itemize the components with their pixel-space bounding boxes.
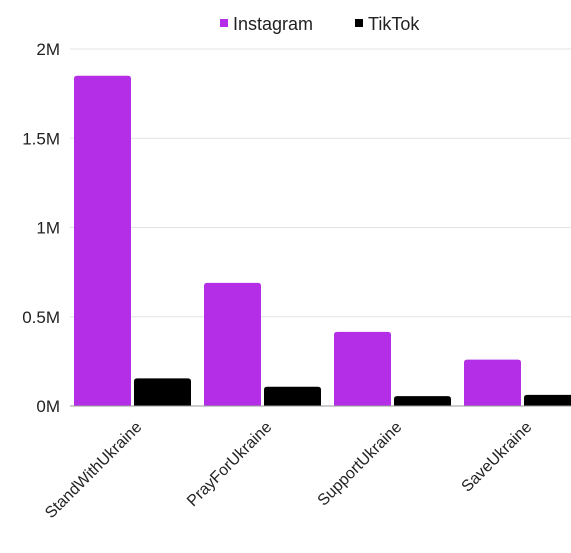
bar-tiktok-prayforukraine bbox=[264, 386, 321, 406]
bar-tiktok-saveukraine bbox=[524, 394, 571, 406]
y-axis: 0M 0.5M 1M 1.5M 2M bbox=[22, 40, 60, 416]
bar-instagram-supportukraine bbox=[334, 331, 391, 406]
y-tick-label: 1M bbox=[36, 219, 60, 238]
x-category-label: SaveUkraine bbox=[459, 419, 536, 496]
y-tick-label: 1.5M bbox=[22, 129, 60, 148]
legend: Instagram TikTok bbox=[220, 14, 420, 34]
bar-tiktok-supportukraine bbox=[394, 396, 451, 406]
y-tick-label: 0M bbox=[36, 397, 60, 416]
bar-instagram-standwithukraine bbox=[74, 75, 131, 407]
bars bbox=[74, 75, 571, 407]
bar-tiktok-standwithukraine bbox=[134, 378, 191, 406]
x-axis: StandWithUkraine PrayForUkraine SupportUkr… bbox=[42, 405, 571, 522]
grid-lines bbox=[70, 48, 571, 318]
legend-label-instagram: Instagram bbox=[233, 14, 313, 34]
x-category-label: SupportUkraine bbox=[315, 419, 406, 510]
bar-instagram-prayforukraine bbox=[204, 282, 261, 406]
legend-swatch-tiktok bbox=[355, 19, 363, 27]
y-tick-label: 0.5M bbox=[22, 308, 60, 327]
x-category-label: PrayForUkraine bbox=[184, 419, 275, 510]
x-category-label: StandWithUkraine bbox=[42, 419, 145, 522]
legend-label-tiktok: TikTok bbox=[368, 14, 420, 34]
y-tick-label: 2M bbox=[36, 40, 60, 59]
bar-instagram-saveukraine bbox=[464, 359, 521, 406]
legend-swatch-instagram bbox=[220, 19, 228, 27]
